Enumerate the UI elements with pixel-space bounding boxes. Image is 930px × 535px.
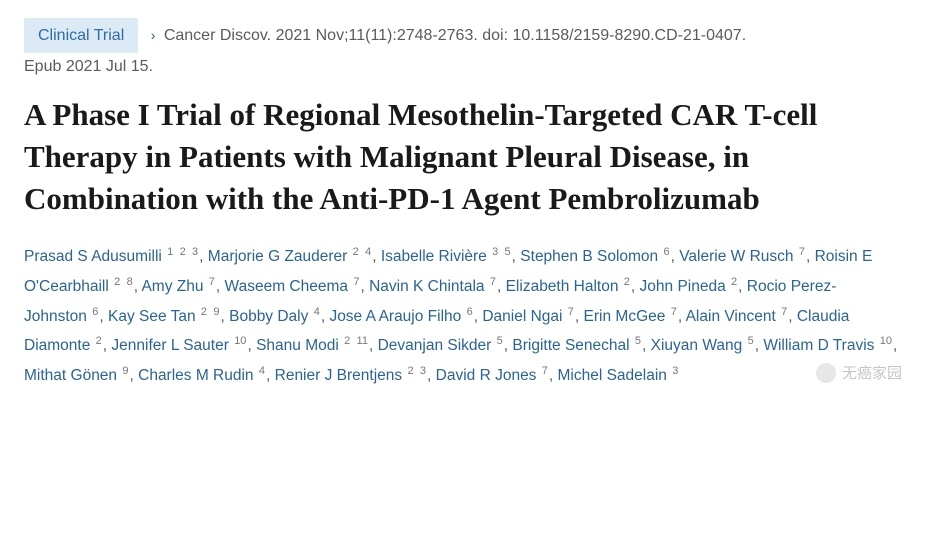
author-link[interactable]: Elizabeth Halton	[506, 278, 619, 295]
author-link[interactable]: Charles M Rudin	[138, 367, 253, 384]
author-separator: ,	[631, 278, 640, 295]
author-separator: ,	[427, 367, 436, 384]
author-separator: ,	[806, 248, 815, 265]
author-link[interactable]: Shanu Modi	[256, 338, 339, 355]
author-separator: ,	[99, 308, 108, 325]
author-link[interactable]: Navin K Chintala	[369, 278, 484, 295]
affiliation-ref[interactable]: 7	[568, 306, 574, 318]
author-separator: ,	[360, 278, 369, 295]
affiliation-ref[interactable]: 7	[490, 276, 496, 288]
affiliation-ref[interactable]: 11	[357, 335, 368, 347]
author-separator: ,	[266, 367, 275, 384]
affiliation-ref[interactable]: 4	[365, 246, 371, 258]
affiliation-ref[interactable]: 5	[497, 335, 503, 347]
author-link[interactable]: John Pineda	[640, 278, 726, 295]
affiliation-ref[interactable]: 9	[213, 306, 219, 318]
author-separator: ,	[199, 248, 208, 265]
affiliation-ref[interactable]: 7	[671, 306, 677, 318]
author-separator: ,	[220, 308, 229, 325]
affiliation-ref[interactable]: 2	[201, 306, 207, 318]
citation-details: 2021 Nov;11(11):2748-2763. doi: 10.1158/…	[271, 27, 746, 44]
author-separator: ,	[678, 308, 686, 325]
affiliation-ref[interactable]: 6	[467, 306, 473, 318]
author-separator: ,	[738, 278, 747, 295]
author-link[interactable]: Amy Zhu	[141, 278, 203, 295]
publication-type-badge[interactable]: Clinical Trial	[24, 18, 138, 53]
affiliation-ref[interactable]: 2	[353, 246, 359, 258]
author-separator: ,	[788, 308, 797, 325]
affiliation-ref[interactable]: 3	[672, 365, 678, 377]
affiliation-ref[interactable]: 6	[92, 306, 98, 318]
author-link[interactable]: Xiuyan Wang	[651, 338, 743, 355]
author-separator: ,	[671, 248, 680, 265]
author-list: Prasad S Adusumilli 1 2 3, Marjorie G Za…	[24, 242, 906, 391]
affiliation-ref[interactable]: 2	[624, 276, 630, 288]
author-link[interactable]: Alain Vincent	[686, 308, 776, 325]
affiliation-ref[interactable]: 2	[731, 276, 737, 288]
affiliation-ref[interactable]: 3	[192, 246, 198, 258]
author-link[interactable]: Renier J Brentjens	[275, 367, 403, 384]
affiliation-ref[interactable]: 1	[167, 246, 173, 258]
author-separator: ,	[642, 338, 651, 355]
affiliation-ref[interactable]: 2	[407, 365, 413, 377]
affiliation-ref[interactable]: 7	[781, 306, 787, 318]
author-link[interactable]: Mithat Gönen	[24, 367, 117, 384]
affiliation-ref[interactable]: 7	[209, 276, 215, 288]
affiliation-ref[interactable]: 5	[748, 335, 754, 347]
affiliation-ref[interactable]: 2	[96, 335, 102, 347]
affiliation-ref[interactable]: 5	[635, 335, 641, 347]
author-link[interactable]: Daniel Ngai	[482, 308, 562, 325]
affiliation-ref[interactable]: 2	[114, 276, 120, 288]
affiliation-ref[interactable]: 2	[344, 335, 350, 347]
affiliation-ref[interactable]: 3	[492, 246, 498, 258]
chevron-right-icon: ›	[151, 24, 156, 48]
author-link[interactable]: Prasad S Adusumilli	[24, 248, 162, 265]
author-link[interactable]: Michel Sadelain	[558, 367, 667, 384]
author-link[interactable]: Devanjan Sikder	[378, 338, 492, 355]
author-separator: ,	[369, 338, 378, 355]
epub-date: Epub 2021 Jul 15.	[24, 58, 153, 75]
author-separator: ,	[893, 338, 897, 355]
author-separator: ,	[130, 367, 139, 384]
author-link[interactable]: Bobby Daly	[229, 308, 308, 325]
affiliation-ref[interactable]: 3	[420, 365, 426, 377]
author-link[interactable]: David R Jones	[436, 367, 537, 384]
author-separator: ,	[512, 248, 521, 265]
affiliation-ref[interactable]: 7	[353, 276, 359, 288]
author-link[interactable]: Marjorie G Zauderer	[208, 248, 348, 265]
author-link[interactable]: Jose A Araujo Filho	[329, 308, 461, 325]
author-separator: ,	[549, 367, 558, 384]
affiliation-ref[interactable]: 9	[122, 365, 128, 377]
author-link[interactable]: Kay See Tan	[108, 308, 196, 325]
affiliation-ref[interactable]: 10	[234, 335, 246, 347]
author-link[interactable]: Waseem Cheema	[225, 278, 348, 295]
affiliation-ref[interactable]: 7	[799, 246, 805, 258]
author-link[interactable]: Erin McGee	[584, 308, 666, 325]
author-separator: ,	[372, 248, 381, 265]
journal-name[interactable]: Cancer Discov.	[164, 27, 271, 44]
author-link[interactable]: Valerie W Rusch	[679, 248, 793, 265]
author-link[interactable]: Stephen B Solomon	[520, 248, 658, 265]
citation-meta: Clinical Trial › Cancer Discov. 2021 Nov…	[24, 18, 906, 80]
author-link[interactable]: William D Travis	[763, 338, 874, 355]
affiliation-ref[interactable]: 4	[259, 365, 265, 377]
affiliation-ref[interactable]: 8	[127, 276, 133, 288]
article-title: A Phase I Trial of Regional Mesothelin-T…	[24, 94, 906, 220]
author-separator: ,	[247, 338, 256, 355]
affiliation-ref[interactable]: 4	[314, 306, 320, 318]
affiliation-ref[interactable]: 2	[180, 246, 186, 258]
author-link[interactable]: Jennifer L Sauter	[111, 338, 228, 355]
affiliation-ref[interactable]: 10	[880, 335, 892, 347]
author-separator: ,	[497, 278, 506, 295]
affiliation-ref[interactable]: 5	[505, 246, 511, 258]
author-separator: ,	[575, 308, 584, 325]
author-link[interactable]: Brigitte Senechal	[512, 338, 629, 355]
affiliation-ref[interactable]: 6	[663, 246, 669, 258]
affiliation-ref[interactable]: 7	[542, 365, 548, 377]
author-separator: ,	[216, 278, 225, 295]
author-link[interactable]: Isabelle Rivière	[381, 248, 487, 265]
